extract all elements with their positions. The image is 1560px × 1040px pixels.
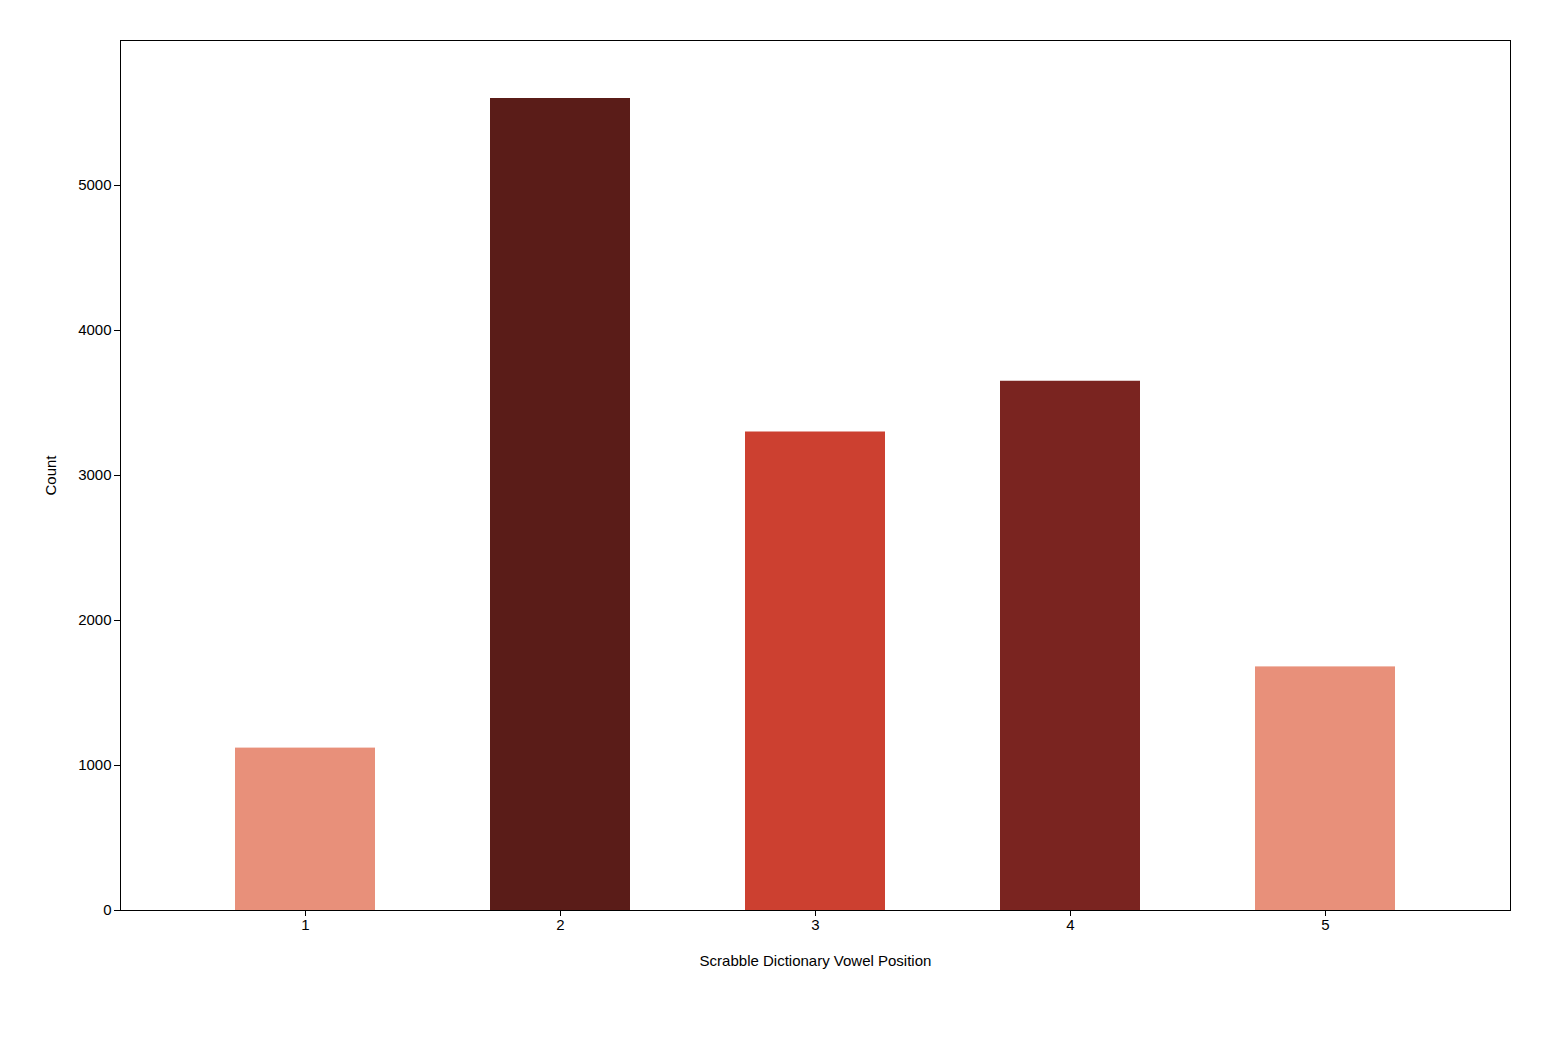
- svg-text:Scrabble Dictionary Vowel Posi: Scrabble Dictionary Vowel Position: [700, 952, 932, 969]
- svg-text:2: 2: [556, 916, 564, 933]
- svg-text:1: 1: [301, 916, 309, 933]
- svg-text:3: 3: [811, 916, 819, 933]
- svg-text:4000: 4000: [78, 321, 111, 338]
- svg-text:4: 4: [1066, 916, 1074, 933]
- svg-text:Count: Count: [42, 455, 59, 496]
- svg-text:3000: 3000: [78, 466, 111, 483]
- svg-text:5000: 5000: [78, 176, 111, 193]
- svg-text:0: 0: [103, 901, 111, 918]
- svg-text:1000: 1000: [78, 756, 111, 773]
- svg-text:5: 5: [1321, 916, 1329, 933]
- svg-text:2000: 2000: [78, 611, 111, 628]
